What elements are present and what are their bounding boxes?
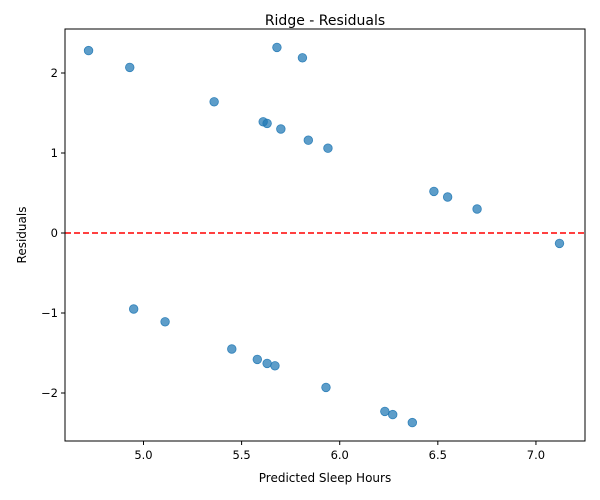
y-tick-label: −2 <box>41 386 58 400</box>
y-axis-ticks: −2 −1 0 1 2 <box>41 66 65 400</box>
data-point <box>209 97 219 107</box>
data-point <box>442 192 453 202</box>
y-axis-label: Residuals <box>15 207 29 264</box>
data-point <box>297 53 308 63</box>
x-tick-label: 7.0 <box>527 448 545 462</box>
x-tick-label: 5.5 <box>232 448 250 462</box>
data-point <box>303 135 314 145</box>
y-tick-label: 2 <box>51 66 58 80</box>
x-axis-label: Predicted Sleep Hours <box>259 471 391 485</box>
x-tick-label: 6.5 <box>429 448 447 462</box>
x-tick-label: 6.0 <box>331 448 349 462</box>
x-tick-label: 5.0 <box>134 448 152 462</box>
plot-background <box>65 29 585 441</box>
plot-frame <box>64 28 586 442</box>
points-layer <box>83 42 565 428</box>
data-point <box>262 358 272 369</box>
y-tick-label: 0 <box>51 226 58 240</box>
data-point <box>128 304 139 314</box>
data-point <box>554 238 565 249</box>
data-point <box>270 361 280 371</box>
data-point <box>83 45 94 56</box>
data-point <box>227 344 237 354</box>
y-tick-label: 1 <box>51 146 58 160</box>
data-point <box>276 124 286 134</box>
data-point <box>380 406 390 417</box>
data-point <box>387 409 398 420</box>
data-point <box>125 62 135 73</box>
plot-area <box>65 29 585 441</box>
data-point <box>262 118 272 129</box>
y-tick-label: −1 <box>41 306 58 320</box>
data-point <box>252 354 263 365</box>
data-point <box>323 143 333 153</box>
data-point <box>472 204 482 214</box>
x-axis-ticks: 5.0 5.5 6.0 6.5 7.0 <box>134 441 545 462</box>
data-point <box>321 382 331 393</box>
data-point <box>429 186 439 197</box>
chart-title: Ridge - Residuals <box>265 13 385 29</box>
data-point <box>407 417 418 428</box>
data-point <box>160 317 170 327</box>
data-point <box>272 42 282 53</box>
